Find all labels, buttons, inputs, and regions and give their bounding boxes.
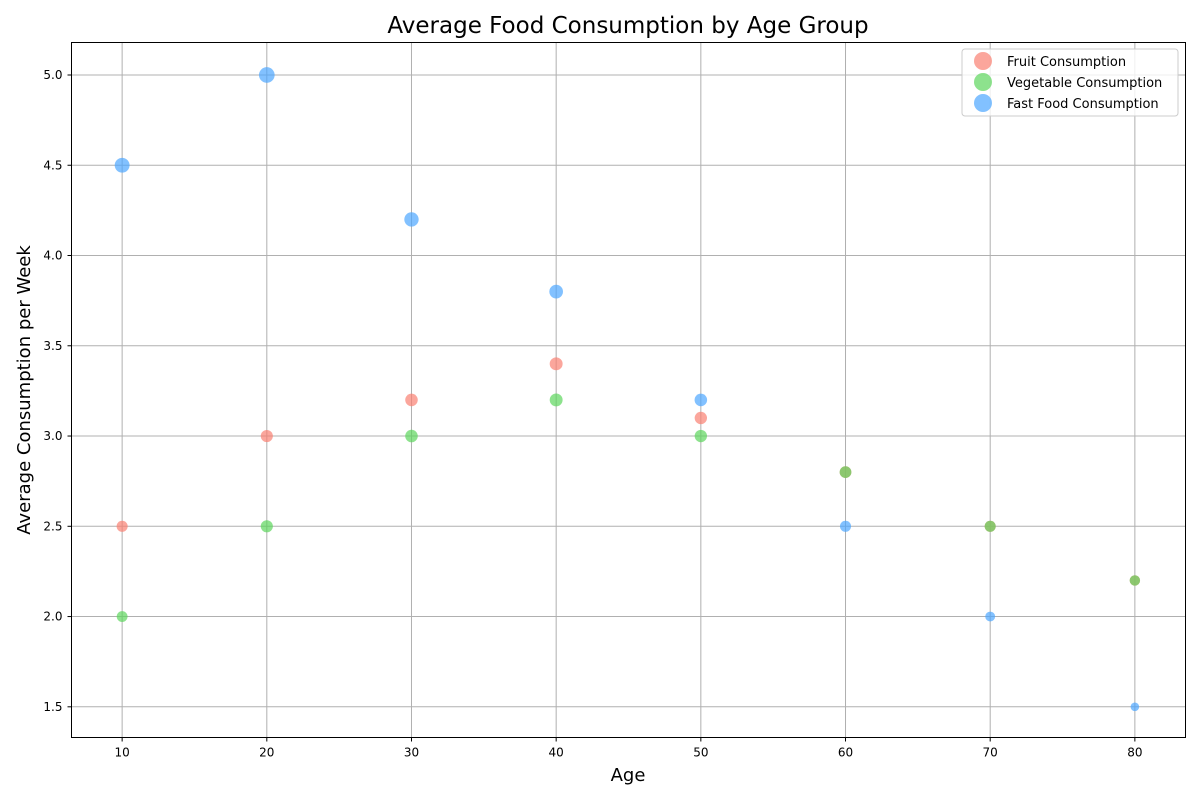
plot-area-frame	[71, 42, 1186, 738]
y-tick-label: 5.0	[43, 68, 62, 82]
vegetable-consumption-point	[116, 611, 128, 622]
y-tick-label: 2.5	[43, 519, 62, 533]
vegetable-consumption-point	[405, 429, 418, 443]
y-tick-label: 3.0	[43, 429, 62, 443]
legend-box	[961, 48, 1179, 117]
x-tick-label: 50	[693, 746, 708, 760]
fruit-consumption-point	[549, 357, 563, 371]
x-tick-label: 10	[114, 746, 129, 760]
vegetable-consumption-point	[260, 520, 273, 533]
y-tick-label: 3.5	[43, 339, 62, 353]
y-tick-label: 4.5	[43, 158, 62, 172]
y-tick-label: 2.0	[43, 610, 62, 624]
vegetable-consumption-point	[549, 393, 563, 407]
grid	[71, 42, 1186, 738]
fast-food-consumption-point	[549, 284, 563, 299]
legend: Fruit Consumption Vegetable Consumption …	[961, 48, 1179, 117]
vegetable-consumption-point	[984, 520, 996, 532]
x-tick-label: 60	[838, 746, 853, 760]
x-axis-ticks: 10 20 30 40 50 60 70 80	[114, 737, 1143, 760]
x-tick-label: 70	[983, 746, 998, 760]
fruit-consumption-point	[116, 520, 128, 532]
y-tick-label: 4.0	[43, 249, 62, 263]
fast-food-consumption-point	[114, 157, 130, 173]
legend-marker-fruit	[974, 52, 992, 70]
legend-label-vegetable: Vegetable Consumption	[1007, 76, 1162, 91]
fast-food-consumption-point	[839, 520, 852, 532]
fast-food-consumption-point	[694, 393, 708, 407]
chart-title: Average Food Consumption by Age Group	[387, 13, 868, 39]
x-tick-label: 40	[549, 746, 564, 760]
y-axis-label: Average Consumption per Week	[14, 245, 35, 535]
legend-label-fast-food: Fast Food Consumption	[1007, 97, 1159, 112]
vegetable-consumption-point	[694, 429, 708, 443]
y-tick-label: 1.5	[43, 700, 62, 714]
legend-marker-vegetable	[974, 73, 992, 91]
fast-food-consumption-point	[258, 67, 275, 83]
x-tick-label: 20	[259, 746, 274, 760]
fast-food-consumption-point	[1130, 702, 1140, 712]
vegetable-consumption-point	[839, 466, 852, 478]
fruit-consumption-point	[694, 411, 708, 425]
fruit-consumption-point	[405, 393, 418, 407]
y-axis-ticks: 1.5 2.0 2.5 3.0 3.5 4.0 4.5 5.0	[43, 68, 72, 714]
x-axis-label: Age	[611, 765, 646, 786]
data-points	[114, 67, 1141, 712]
x-tick-label: 30	[404, 746, 419, 760]
legend-label-fruit: Fruit Consumption	[1007, 55, 1126, 70]
fast-food-consumption-point	[404, 212, 419, 227]
fruit-consumption-point	[260, 429, 273, 443]
legend-marker-fast-food	[974, 94, 992, 112]
x-tick-label: 80	[1127, 746, 1142, 760]
fast-food-consumption-point	[985, 611, 996, 622]
vegetable-consumption-point	[1129, 575, 1141, 586]
